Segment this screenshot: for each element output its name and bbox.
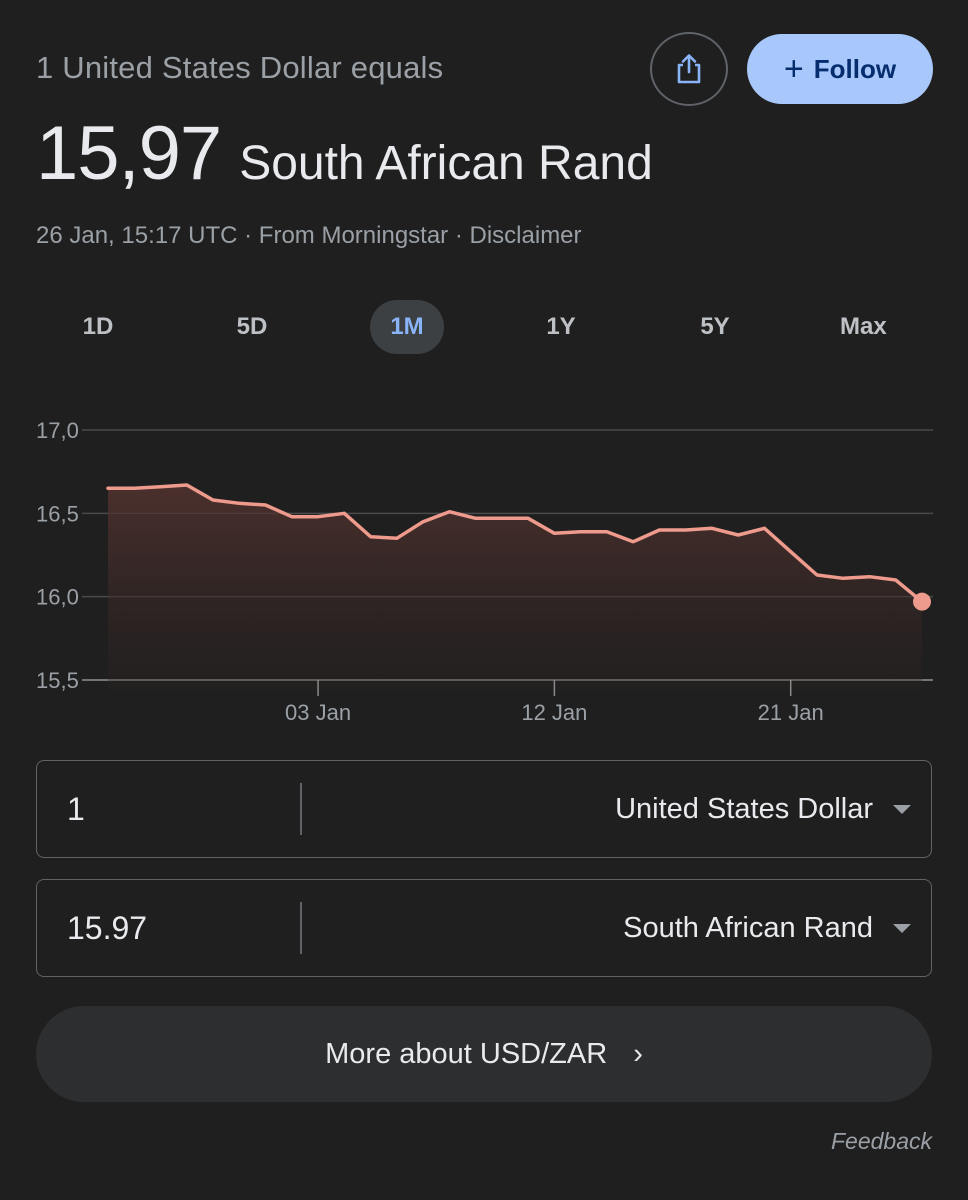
- data-point: [605, 530, 609, 534]
- exchange-rate: 15,97 South African Rand: [36, 110, 653, 197]
- x-tick-label: 03 Jan: [285, 700, 351, 725]
- data-point: [369, 535, 373, 539]
- more-about-button[interactable]: More about USD/ZAR ›: [36, 1006, 932, 1102]
- data-point: [290, 515, 294, 519]
- to-amount-input[interactable]: 15.97: [67, 909, 148, 946]
- source-label: From Morningstar: [258, 222, 449, 249]
- range-tab-5y[interactable]: 5Y: [700, 313, 730, 340]
- range-tab-5d[interactable]: 5D: [236, 313, 268, 340]
- field-divider: [300, 783, 302, 835]
- share-icon: [677, 54, 701, 84]
- data-point: [395, 536, 399, 540]
- data-point: [657, 528, 661, 532]
- data-point: [841, 576, 845, 580]
- data-point: [736, 533, 740, 537]
- dropdown-caret-icon[interactable]: [893, 924, 911, 933]
- data-point: [684, 528, 688, 532]
- data-point: [106, 486, 110, 490]
- range-tab-1d[interactable]: 1D: [82, 313, 114, 340]
- feedback-link[interactable]: Feedback: [830, 1128, 932, 1154]
- data-point: [211, 498, 215, 502]
- to-currency-select[interactable]: South African Rand: [623, 911, 873, 944]
- share-button[interactable]: [650, 32, 728, 106]
- from-currency-row: 1 United States Dollar: [36, 760, 932, 858]
- range-tab-1y[interactable]: 1Y: [546, 313, 576, 340]
- rate-meta: 26 Jan, 15:17 UTC · From Morningstar · D…: [36, 222, 582, 250]
- x-tick-label: 21 Jan: [758, 700, 824, 725]
- current-value-marker: [913, 592, 931, 611]
- from-currency-select[interactable]: United States Dollar: [615, 792, 873, 825]
- to-currency-row: 15.97 South African Rand: [36, 879, 932, 977]
- y-tick-label: 15,5: [36, 668, 79, 693]
- range-tabs: 1D 5D 1M 1Y 5Y Max: [0, 300, 968, 356]
- data-point: [526, 516, 530, 520]
- data-point: [894, 578, 898, 582]
- data-point: [867, 575, 871, 579]
- data-point: [132, 486, 136, 490]
- chevron-right-icon: ›: [633, 1037, 643, 1070]
- data-point: [631, 540, 635, 544]
- series-area: [108, 485, 922, 690]
- x-tick-label: 12 Jan: [521, 700, 587, 725]
- field-divider: [300, 902, 302, 954]
- data-point: [579, 530, 583, 534]
- meta-separator: ·: [454, 222, 463, 249]
- data-point: [762, 526, 766, 530]
- more-about-label: More about USD/ZAR: [325, 1037, 608, 1070]
- y-tick-label: 17,0: [36, 418, 79, 443]
- data-point: [185, 483, 189, 487]
- y-tick-label: 16,5: [36, 501, 79, 526]
- follow-label: Follow: [813, 53, 897, 84]
- range-tab-1m[interactable]: 1M: [370, 300, 444, 354]
- conversion-subtitle: 1 United States Dollar equals: [36, 50, 444, 85]
- range-tab-max[interactable]: Max: [840, 313, 887, 340]
- data-point: [552, 531, 556, 535]
- disclaimer-link[interactable]: Disclaimer: [469, 222, 582, 249]
- data-point: [264, 503, 268, 507]
- from-amount-input[interactable]: 1: [67, 790, 85, 827]
- y-tick-label: 16,0: [36, 585, 79, 610]
- data-point: [159, 485, 163, 489]
- timestamp: 26 Jan, 15:17 UTC: [36, 222, 238, 249]
- rate-currency: South African Rand: [239, 137, 653, 190]
- data-point: [815, 573, 819, 577]
- meta-separator: ·: [244, 222, 253, 249]
- data-point: [500, 516, 504, 520]
- data-point: [447, 510, 451, 514]
- data-point: [237, 501, 241, 505]
- series-line: [106, 483, 924, 604]
- plus-icon: +: [783, 50, 804, 88]
- data-point: [316, 515, 320, 519]
- data-point: [789, 550, 793, 554]
- rate-value: 15,97: [36, 111, 222, 196]
- data-point: [710, 526, 714, 530]
- dropdown-caret-icon[interactable]: [893, 805, 911, 814]
- data-point: [342, 511, 346, 515]
- data-point: [421, 520, 425, 524]
- data-point: [474, 516, 478, 520]
- follow-button[interactable]: + Follow: [747, 34, 933, 104]
- exchange-rate-chart: 17,0 16,5 16,0 15,5 03 Jan 12 Jan 21 Jan: [36, 418, 933, 725]
